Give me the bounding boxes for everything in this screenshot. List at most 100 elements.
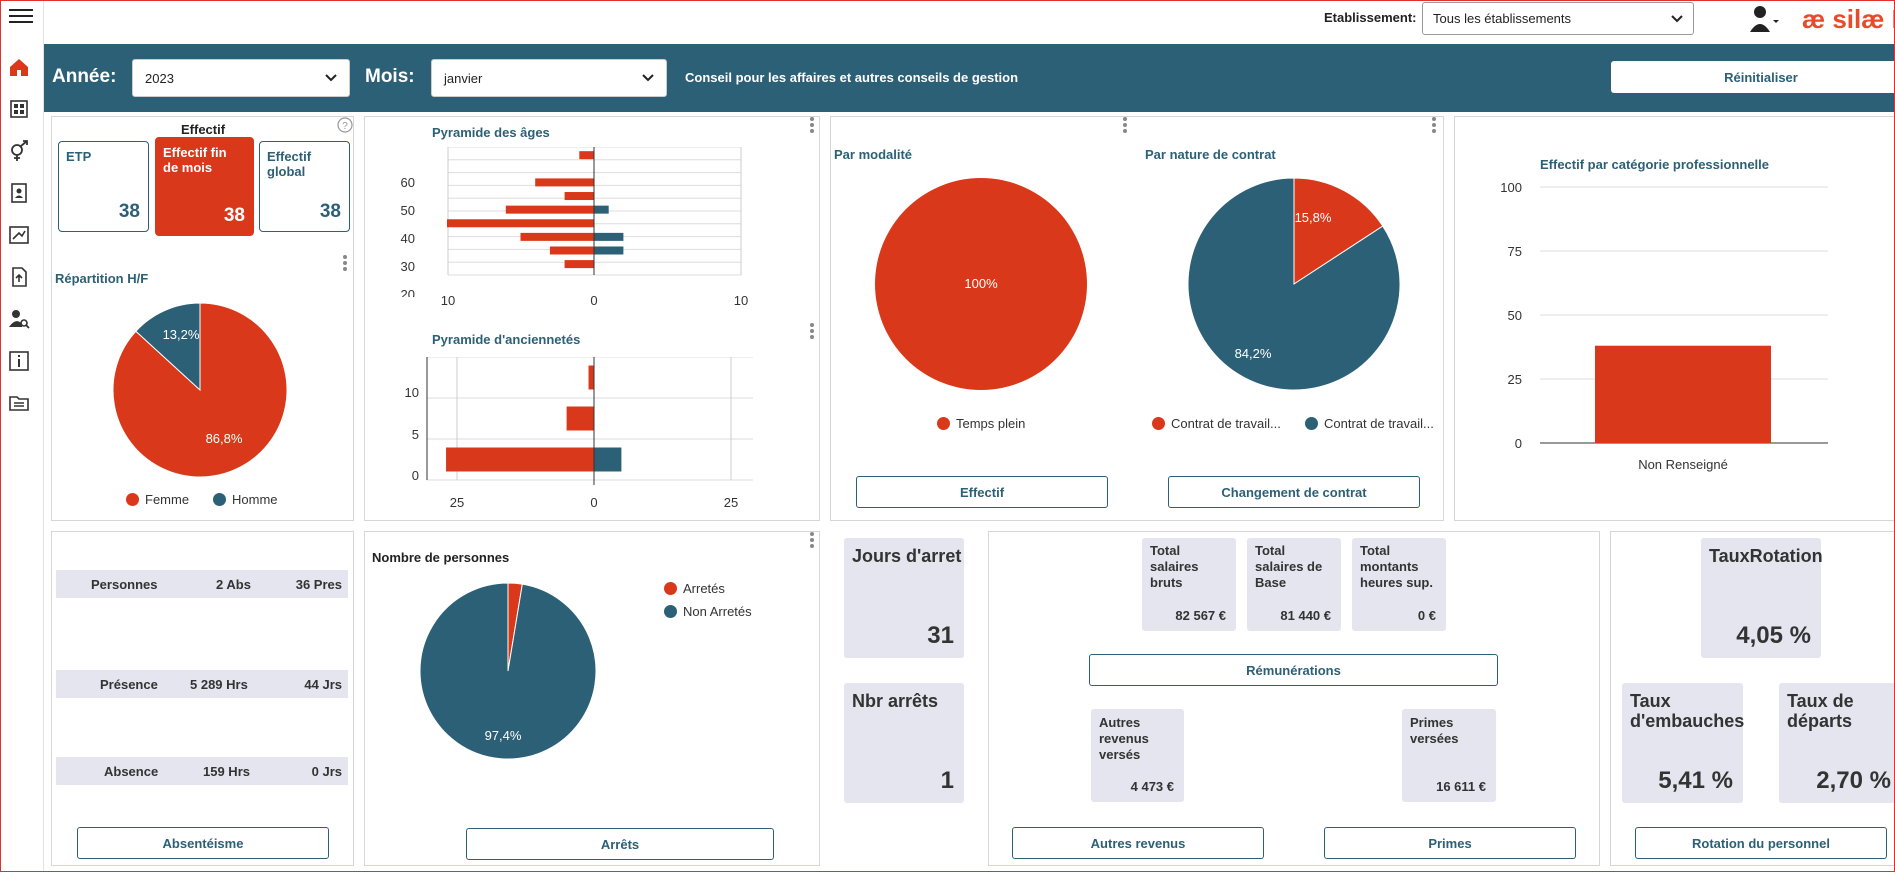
pyramide-ages-chart: 60 50 40 30 20 <box>401 147 742 297</box>
help-icon[interactable]: ? <box>337 117 353 138</box>
pyramid-bar[interactable] <box>579 151 594 160</box>
pyramid-bar[interactable] <box>588 365 594 390</box>
taux-rotation-box: TauxRotation 4,05 % <box>1701 538 1823 658</box>
primes-button[interactable]: Primes <box>1324 827 1576 859</box>
more-options-icon[interactable] <box>810 117 814 133</box>
reset-button[interactable]: Réinitialiser <box>1611 61 1895 93</box>
legend-text: Contrat de travail... <box>1324 416 1434 431</box>
kpi-label: Effectif fin de mois <box>163 145 227 175</box>
etablissement-value: Tous les établissements <box>1433 11 1572 26</box>
topbar: Etablissement: Tous les établissements æ… <box>44 0 1895 44</box>
box-label: Primes versées <box>1410 715 1459 746</box>
y-tick: 75 <box>1508 244 1522 259</box>
pyramid-bar[interactable] <box>564 192 594 201</box>
arrets-pie: 97,4% <box>420 583 596 759</box>
pyramid-bar[interactable] <box>594 246 624 255</box>
box-value: 82 567 € <box>1175 608 1226 623</box>
pyramid-bar[interactable] <box>594 205 609 214</box>
taux-embauches-value: 5,41 % <box>1658 767 1733 794</box>
legend-non-arretes[interactable]: Non Arretés <box>664 604 752 619</box>
upload-file-icon[interactable] <box>8 266 30 288</box>
etablissement-select[interactable]: Tous les établissements <box>1422 2 1694 35</box>
salaires-bruts-box: Total salaires bruts 82 567 € <box>1142 538 1236 631</box>
x-tick: 10 <box>441 293 455 308</box>
legend-dot <box>664 605 677 618</box>
jours-arret-label: Jours d'arret <box>852 546 962 566</box>
more-options-icon[interactable] <box>1432 117 1436 133</box>
changement-contrat-button[interactable]: Changement de contrat <box>1168 476 1420 508</box>
pie-slice-temps-plein[interactable] <box>875 178 1087 390</box>
user-menu-icon[interactable] <box>1748 4 1782 34</box>
info-icon[interactable] <box>8 350 30 372</box>
pyramid-bar[interactable] <box>549 246 594 255</box>
y-tick: 100 <box>1500 180 1522 195</box>
pie-slice-contrat-1[interactable] <box>1293 178 1384 285</box>
user-search-icon[interactable] <box>8 308 30 330</box>
nbr-arrets-box: Nbr arrêts 1 <box>844 683 964 803</box>
pie-label: 84,2% <box>1235 346 1272 361</box>
box-value: 4 473 € <box>1130 779 1174 794</box>
kpi-effectif-fin-de-mois[interactable]: Effectif fin de mois 38 <box>155 137 254 236</box>
pyramid-bar[interactable] <box>594 232 624 241</box>
y-tick: 10 <box>405 385 419 400</box>
more-options-icon[interactable] <box>810 323 814 339</box>
abs-row-personnes: Personnes 2 Abs 36 Pres <box>56 570 348 598</box>
legend-homme[interactable]: Homme <box>213 492 278 507</box>
filter-bar: Année: 2023 Mois: janvier Conseil pour l… <box>44 44 1895 112</box>
mois-select[interactable]: janvier <box>431 59 667 97</box>
pyramid-bar[interactable] <box>447 219 594 228</box>
legend-contrat-2[interactable]: Contrat de travail... <box>1305 416 1434 431</box>
more-options-icon[interactable] <box>810 532 814 548</box>
hamburger-menu-icon[interactable] <box>9 6 33 24</box>
pyramid-bar[interactable] <box>594 447 622 472</box>
absenteisme-button[interactable]: Absentéisme <box>77 827 329 859</box>
pie-slice-contrat-2[interactable] <box>1188 178 1400 390</box>
autres-revenus-box: Autres revenus versés 4 473 € <box>1091 709 1184 802</box>
legend-temps-plein[interactable]: Temps plein <box>937 416 1025 431</box>
autres-revenus-button[interactable]: Autres revenus <box>1012 827 1264 859</box>
legend-femme[interactable]: Femme <box>126 492 189 507</box>
more-options-icon[interactable] <box>343 255 347 271</box>
pie-label: 15,8% <box>1295 210 1332 225</box>
legend-text: Arretés <box>683 581 725 596</box>
annee-select[interactable]: 2023 <box>132 59 350 97</box>
home-icon[interactable] <box>8 56 30 78</box>
legend-arretes[interactable]: Arretés <box>664 581 725 596</box>
pyramid-bar[interactable] <box>535 178 594 187</box>
folder-list-icon[interactable] <box>8 392 30 414</box>
box-label: Total montants heures sup. <box>1360 543 1433 590</box>
dashboard-icon[interactable] <box>8 98 30 120</box>
contrat-pie: 15,8% 84,2% <box>1188 178 1400 390</box>
y-tick: 0 <box>412 468 419 483</box>
pyramid-bar[interactable] <box>566 406 594 431</box>
arrets-button[interactable]: Arrêts <box>466 828 774 860</box>
y-tick: 25 <box>1508 372 1522 387</box>
pyramid-bar[interactable] <box>520 232 595 241</box>
x-tick: 10 <box>734 293 748 308</box>
pyramid-bar[interactable] <box>505 205 594 214</box>
categorie-chart: 100 75 50 25 0 Non Renseigné <box>1500 180 1828 472</box>
x-tick: Non Renseigné <box>1638 457 1728 472</box>
legend-dot <box>213 493 226 506</box>
chart-bars <box>447 151 624 269</box>
effectif-button[interactable]: Effectif <box>856 476 1108 508</box>
taux-rotation-value: 4,05 % <box>1736 622 1811 649</box>
signature-icon[interactable] <box>8 224 30 246</box>
abs-row-presence: Présence 5 289 Hrs 44 Jrs <box>56 670 348 698</box>
pie-slice-homme[interactable] <box>135 302 201 392</box>
box-label: Autres revenus versés <box>1099 715 1149 762</box>
rotation-personnel-button[interactable]: Rotation du personnel <box>1635 827 1887 859</box>
pyramid-bar[interactable] <box>564 260 594 269</box>
more-options-icon[interactable] <box>1123 117 1127 133</box>
pie-slice-non-arretes[interactable] <box>420 583 596 759</box>
pyramid-bar[interactable] <box>446 447 594 472</box>
categorie-panel: Effectif par catégorie professionnelle 1… <box>1454 116 1895 521</box>
bar-non-renseigne[interactable] <box>1595 345 1771 443</box>
employee-file-icon[interactable] <box>8 182 30 204</box>
kpi-effectif-global[interactable]: Effectif global 38 <box>259 141 350 232</box>
kpi-etp[interactable]: ETP 38 <box>58 141 149 232</box>
legend-contrat-1[interactable]: Contrat de travail... <box>1152 416 1281 431</box>
nbr-arrets-value: 1 <box>940 767 954 794</box>
remunerations-button[interactable]: Rémunérations <box>1089 654 1498 686</box>
gender-icon[interactable] <box>8 140 30 162</box>
